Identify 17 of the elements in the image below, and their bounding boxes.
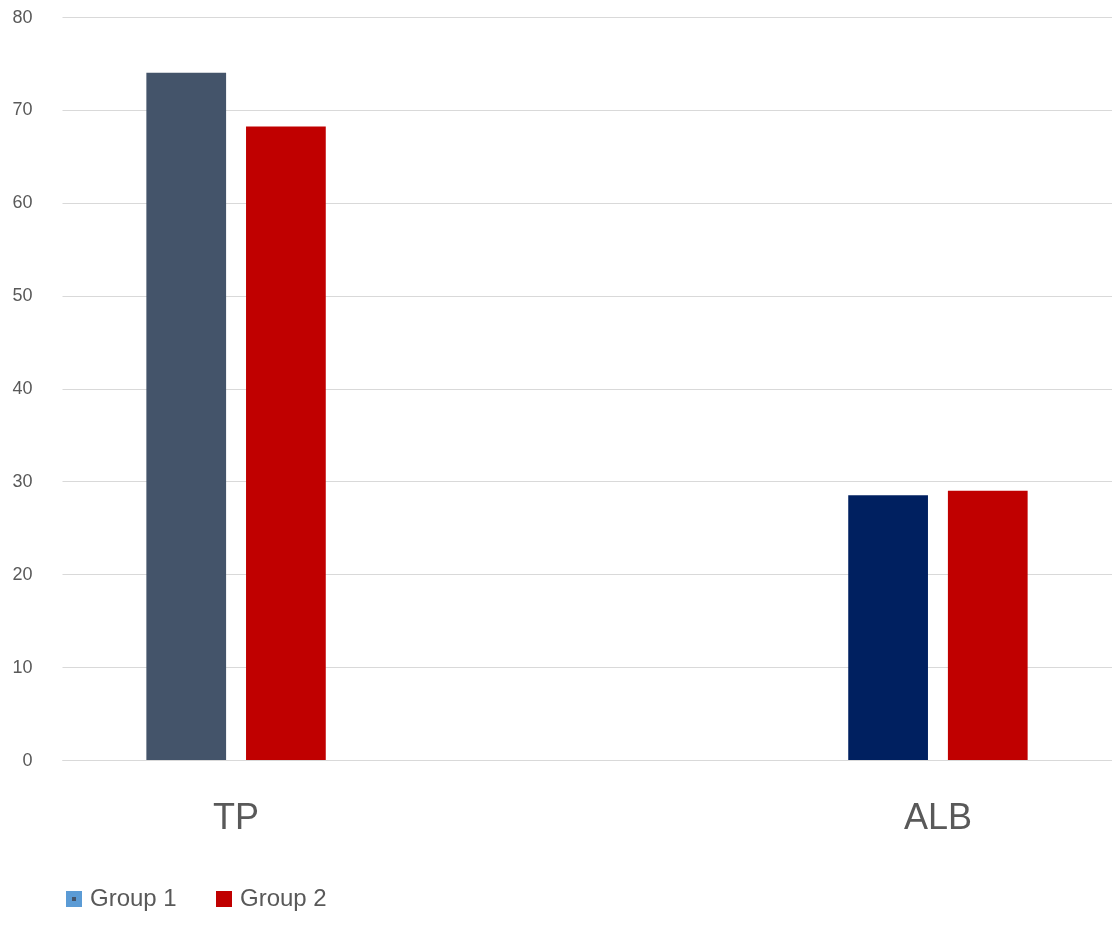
y-tick-label: 80 [12, 6, 33, 27]
bar [246, 126, 326, 760]
y-tick-label: 40 [12, 378, 33, 398]
y-tick-label: 0 [22, 749, 33, 770]
legend-label: Group 2 [240, 884, 327, 911]
y-tick-label: 20 [12, 563, 33, 584]
y-tick-label: 30 [12, 470, 33, 491]
y-tick-label: 60 [12, 192, 33, 213]
bar [848, 495, 928, 760]
y-tick-label: 70 [12, 99, 33, 120]
legend-label: Group 1 [90, 884, 177, 911]
y-tick-label: 10 [12, 656, 33, 677]
x-tick-label: TP [213, 795, 260, 837]
bar [146, 72, 227, 760]
x-tick-label: ALB [903, 795, 972, 837]
y-tick-label: 50 [12, 285, 33, 306]
bar [947, 490, 1028, 760]
